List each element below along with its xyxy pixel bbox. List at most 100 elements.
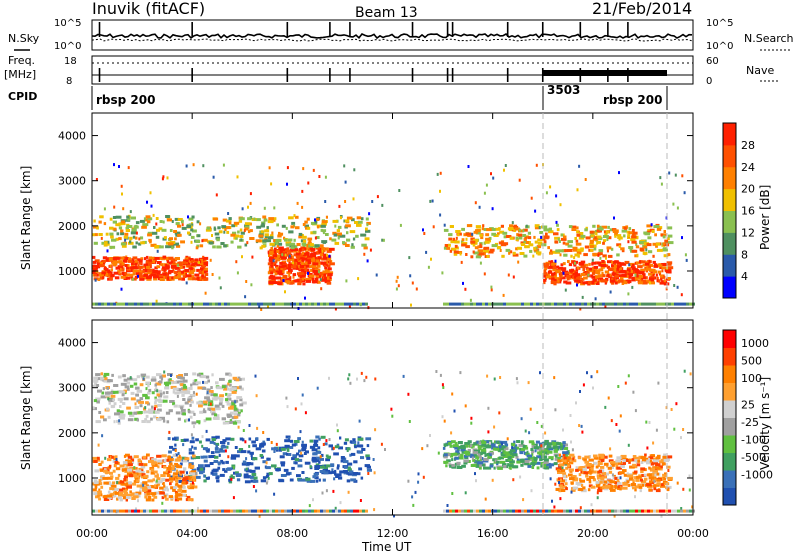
data-cell (496, 441, 500, 445)
data-cell (307, 241, 312, 245)
station-title: Inuvik (fitACF) (92, 0, 205, 18)
data-cell (371, 200, 374, 203)
data-cell (312, 475, 316, 479)
data-cell (549, 445, 552, 449)
data-cell (294, 458, 300, 462)
data-cell (284, 302, 287, 306)
data-cell (522, 444, 526, 448)
data-cell (500, 224, 504, 228)
data-cell (291, 443, 296, 447)
data-cell (112, 481, 116, 485)
data-cell (610, 480, 616, 484)
data-cell (337, 225, 342, 229)
data-cell (95, 265, 99, 269)
data-cell (594, 297, 597, 301)
data-cell (100, 485, 104, 489)
data-cell (108, 464, 112, 468)
data-cell (223, 387, 227, 391)
data-cell (301, 393, 304, 397)
data-cell (661, 275, 666, 279)
data-cell (611, 264, 618, 268)
colorbar-tick: 28 (741, 139, 755, 152)
data-cell (205, 228, 212, 232)
data-cell (680, 302, 683, 306)
data-cell (145, 381, 151, 385)
data-cell (156, 477, 161, 481)
data-cell (149, 302, 152, 306)
data-cell (129, 384, 134, 388)
colorbar-tick: 4 (741, 270, 748, 283)
data-cell (558, 481, 560, 484)
data-cell (225, 219, 232, 223)
data-cell (175, 244, 181, 248)
data-cell (194, 379, 198, 383)
data-cell (526, 454, 532, 458)
data-cell (148, 408, 154, 412)
data-cell (129, 240, 132, 244)
data-cell (568, 456, 571, 460)
data-cell (605, 277, 609, 281)
cpid-segment-2: 3503 (547, 83, 580, 97)
data-cell (273, 206, 276, 210)
data-cell (454, 244, 458, 248)
data-cell (101, 509, 104, 513)
data-cell (279, 455, 285, 459)
data-cell (587, 509, 590, 513)
data-cell (231, 464, 236, 468)
data-cell (202, 164, 205, 168)
data-cell (317, 509, 320, 513)
data-cell (464, 442, 471, 445)
data-cell (96, 491, 102, 494)
data-cell (186, 262, 191, 266)
data-cell (202, 380, 204, 384)
data-cell (225, 437, 231, 441)
data-cell (567, 240, 573, 244)
data-cell (650, 223, 653, 227)
data-cell (214, 447, 219, 451)
data-cell (543, 442, 548, 446)
data-cell (235, 236, 238, 240)
data-cell (602, 254, 607, 258)
data-cell (545, 275, 552, 279)
data-cell (129, 273, 134, 277)
data-cell (494, 302, 497, 306)
data-cell (144, 406, 147, 410)
data-cell (579, 479, 585, 483)
data-cell (276, 223, 279, 227)
data-cell (267, 220, 274, 224)
data-cell (465, 245, 470, 249)
data-cell (483, 228, 489, 231)
data-cell (244, 225, 250, 229)
data-cell (464, 454, 468, 458)
data-cell (117, 491, 123, 495)
data-cell (546, 446, 549, 450)
data-cell (305, 264, 310, 268)
data-cell (228, 383, 232, 387)
data-cell (120, 229, 124, 233)
data-cell (127, 463, 133, 467)
data-cell (141, 469, 144, 473)
data-cell (161, 302, 164, 306)
data-cell (175, 222, 180, 226)
data-cell (580, 424, 583, 428)
data-cell (107, 269, 111, 273)
data-cell (145, 375, 150, 379)
data-cell (631, 278, 636, 282)
data-cell (351, 243, 354, 247)
data-cell (201, 239, 204, 243)
data-cell (590, 248, 594, 252)
data-cell (512, 478, 515, 482)
y-tick-label: 1000 (58, 472, 86, 485)
data-cell (332, 489, 335, 493)
data-cell (374, 428, 377, 432)
data-cell (226, 402, 232, 406)
data-cell (150, 492, 157, 496)
data-cell (295, 252, 301, 256)
data-cell (585, 463, 592, 467)
data-cell (184, 257, 189, 261)
data-cell (189, 415, 193, 419)
data-cell (203, 277, 209, 281)
data-cell (313, 441, 318, 445)
data-cell (201, 274, 204, 278)
